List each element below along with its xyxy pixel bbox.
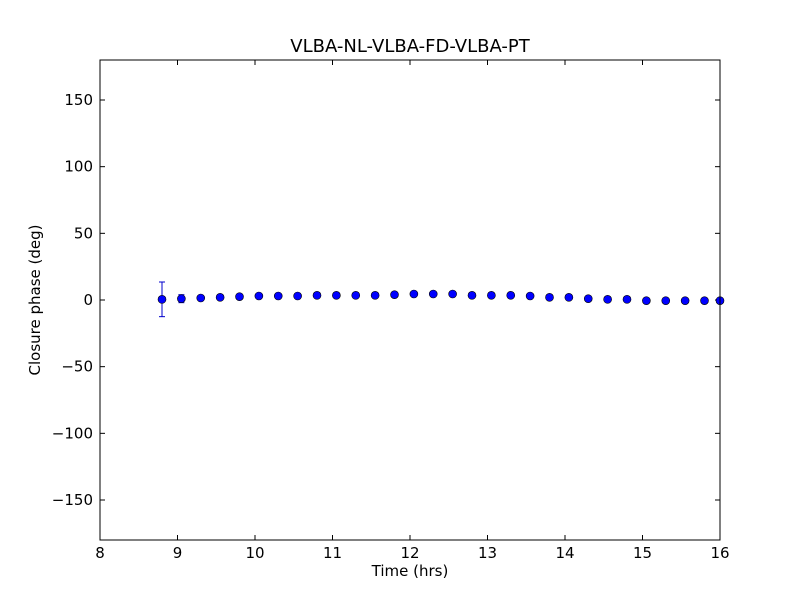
data-point [370,291,380,300]
data-point [448,289,457,299]
data-point [506,291,516,300]
data-point [525,291,535,301]
y-tick-label: −50 [61,358,93,376]
data-point [661,296,671,305]
data-point [177,294,186,303]
x-tick-label: 14 [555,544,574,562]
data-point [196,293,206,303]
x-tick-label: 15 [633,544,652,562]
x-tick-label: 13 [478,544,497,562]
data-point [622,295,632,304]
data-point [583,294,593,303]
data-point [428,289,438,299]
data-point [157,295,167,304]
y-tick-label: 100 [64,158,93,176]
x-tick-label: 8 [95,544,105,562]
data-point [273,291,283,301]
data-point [409,289,419,299]
x-tick-label: 12 [400,544,419,562]
y-tick-label: 0 [83,291,93,309]
data-point [545,293,554,302]
y-tick-label: 150 [64,91,93,109]
x-tick-label: 10 [245,544,264,562]
y-tick-label: −100 [52,424,93,442]
data-point [293,291,302,301]
data-point [332,291,341,300]
data-point [603,295,612,304]
data-point [487,291,496,300]
data-point [680,296,690,305]
data-point [390,290,399,299]
data-point [254,291,264,301]
plot-frame [99,59,721,541]
y-axis-title: Closure phase (deg) [26,225,44,376]
data-points [157,289,725,305]
axis-tick-labels: 8 9 10 11 12 13 14 15 16 150 100 50 0 −50 −100 −150 [52,91,730,562]
data-point [312,291,322,300]
x-tick-label: 16 [710,544,729,562]
chart-title: VLBA-NL-VLBA-FD-VLBA-PT [290,36,530,57]
y-tick-label: 50 [74,224,93,242]
data-point [700,296,709,305]
x-tick-label: 9 [173,544,183,562]
data-point [564,293,574,302]
data-point [235,292,244,301]
data-point [215,293,225,302]
data-point [642,296,651,305]
y-tick-label: −150 [52,491,93,509]
x-tick-label: 11 [323,544,342,562]
x-axis-title: Time (hrs) [371,562,449,580]
data-point [467,291,477,300]
data-point [351,291,361,300]
